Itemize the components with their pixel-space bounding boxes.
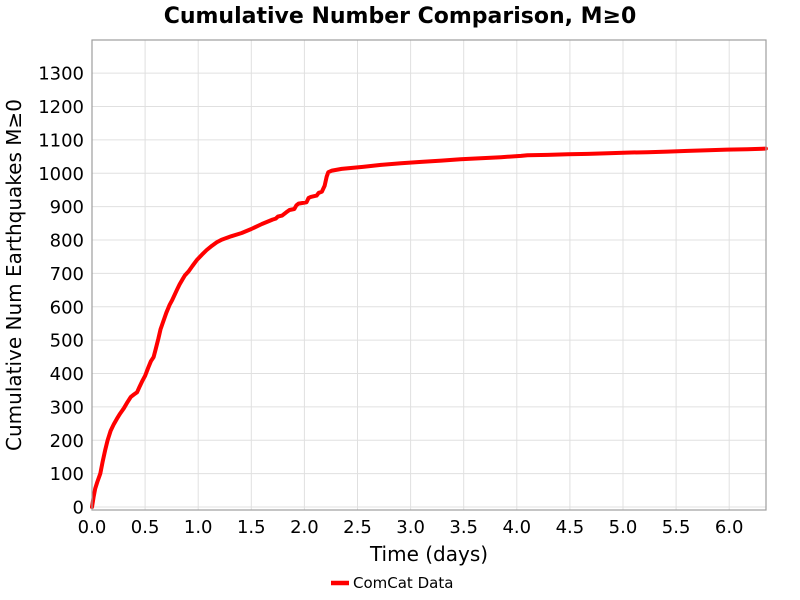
x-tick-label: 2.0 — [290, 517, 319, 538]
x-tick-label: 4.0 — [502, 517, 531, 538]
legend: ComCat Data — [331, 574, 453, 592]
series-comcat-line — [90, 146, 768, 509]
x-tick-label: 4.5 — [556, 517, 585, 538]
plot-border — [91, 39, 767, 511]
y-tick-label: 300 — [50, 397, 84, 418]
y-tick-label: 600 — [50, 297, 84, 318]
x-axis-tick-labels: 0.0 0.5 1.0 1.5 2.0 2.5 3.0 3.5 4.0 4.5 5.0 5.5 6.0 — [78, 517, 744, 538]
y-tick-label: 500 — [50, 331, 84, 352]
legend-label: ComCat Data — [353, 574, 453, 592]
x-tick-label: 3.5 — [449, 517, 478, 538]
plot-area — [92, 40, 766, 510]
x-tick-label: 5.0 — [609, 517, 638, 538]
y-tick-label: 1000 — [38, 164, 84, 185]
y-tick-label: 200 — [50, 431, 84, 452]
gridlines — [91, 40, 766, 510]
y-tick-label: 100 — [50, 464, 84, 485]
x-tick-label: 2.5 — [343, 517, 372, 538]
x-tick-label: 3.0 — [396, 517, 425, 538]
y-tick-label: 900 — [50, 197, 84, 218]
y-tick-label: 400 — [50, 364, 84, 385]
x-tick-label: 5.5 — [662, 517, 691, 538]
x-axis-label: Time (days) — [369, 542, 488, 566]
y-axis-tick-labels: 0 100 200 300 400 500 600 700 800 900 1000 1100 1200… — [38, 64, 84, 519]
y-tick-label: 1100 — [38, 130, 84, 151]
x-tick-label: 6.0 — [715, 517, 744, 538]
y-tick-label: 800 — [50, 231, 84, 252]
chart-title: Cumulative Number Comparison, M≥0 — [164, 4, 637, 29]
y-tick-label: 700 — [50, 264, 84, 285]
x-tick-label: 0.5 — [131, 517, 160, 538]
x-tick-label: 0.0 — [78, 517, 107, 538]
y-tick-label: 1200 — [38, 97, 84, 118]
series-line-comcat-data — [90, 146, 768, 509]
y-tick-label: 0 — [73, 498, 84, 519]
x-tick-label: 1.0 — [184, 517, 213, 538]
y-tick-label: 1300 — [38, 64, 84, 85]
y-axis-label: Cumulative Num Earthquakes M≥0 — [2, 99, 26, 451]
x-tick-label: 1.5 — [237, 517, 266, 538]
